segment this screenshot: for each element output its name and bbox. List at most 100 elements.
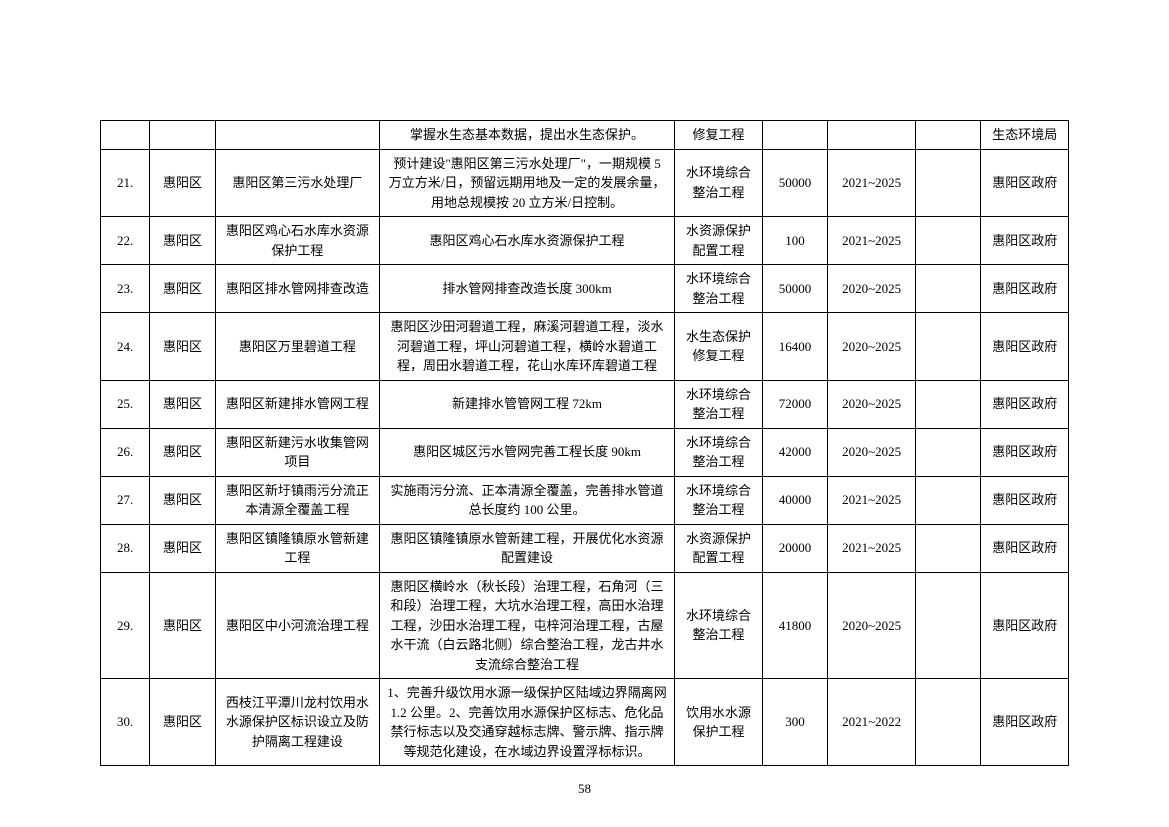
project-cell: 西枝江平潭川龙村饮用水水源保护区标识设立及防护隔离工程建设 bbox=[215, 679, 379, 766]
period-cell: 2020~2025 bbox=[828, 428, 916, 476]
desc-cell: 掌握水生态基本数据，提出水生态保护。 bbox=[379, 121, 674, 150]
desc-cell: 排水管网排查改造长度 300km bbox=[379, 265, 674, 313]
blank-cell bbox=[915, 428, 981, 476]
table-row: 25.惠阳区惠阳区新建排水管网工程新建排水管管网工程 72km水环境综合整治工程… bbox=[101, 380, 1069, 428]
region-cell: 惠阳区 bbox=[150, 313, 216, 381]
period-cell: 2021~2025 bbox=[828, 217, 916, 265]
region-cell: 惠阳区 bbox=[150, 476, 216, 524]
invest-cell: 50000 bbox=[762, 265, 828, 313]
period-cell: 2021~2022 bbox=[828, 679, 916, 766]
type-cell: 水环境综合整治工程 bbox=[675, 476, 763, 524]
owner-cell: 惠阳区政府 bbox=[981, 380, 1069, 428]
type-cell: 水环境综合整治工程 bbox=[675, 149, 763, 217]
blank-cell bbox=[915, 679, 981, 766]
desc-cell: 实施雨污分流、正本清源全覆盖，完善排水管道总长度约 100 公里。 bbox=[379, 476, 674, 524]
region-cell: 惠阳区 bbox=[150, 524, 216, 572]
region-cell: 惠阳区 bbox=[150, 428, 216, 476]
region-cell: 惠阳区 bbox=[150, 265, 216, 313]
row-number bbox=[101, 121, 150, 150]
document-page: 掌握水生态基本数据，提出水生态保护。修复工程生态环境局21.惠阳区惠阳区第三污水… bbox=[0, 0, 1169, 827]
region-cell: 惠阳区 bbox=[150, 217, 216, 265]
blank-cell bbox=[915, 121, 981, 150]
owner-cell: 惠阳区政府 bbox=[981, 476, 1069, 524]
project-table: 掌握水生态基本数据，提出水生态保护。修复工程生态环境局21.惠阳区惠阳区第三污水… bbox=[100, 120, 1069, 766]
row-number: 23. bbox=[101, 265, 150, 313]
owner-cell: 惠阳区政府 bbox=[981, 149, 1069, 217]
type-cell: 水生态保护修复工程 bbox=[675, 313, 763, 381]
invest-cell: 20000 bbox=[762, 524, 828, 572]
type-cell: 水环境综合整治工程 bbox=[675, 265, 763, 313]
type-cell: 水环境综合整治工程 bbox=[675, 572, 763, 679]
table-row: 21.惠阳区惠阳区第三污水处理厂预计建设"惠阳区第三污水处理厂"，一期规模 5 … bbox=[101, 149, 1069, 217]
table-row: 22.惠阳区惠阳区鸡心石水库水资源保护工程惠阳区鸡心石水库水资源保护工程水资源保… bbox=[101, 217, 1069, 265]
row-number: 29. bbox=[101, 572, 150, 679]
table-row: 掌握水生态基本数据，提出水生态保护。修复工程 生态环境局 bbox=[101, 121, 1069, 150]
row-number: 21. bbox=[101, 149, 150, 217]
type-cell: 水环境综合整治工程 bbox=[675, 428, 763, 476]
desc-cell: 新建排水管管网工程 72km bbox=[379, 380, 674, 428]
invest-cell: 72000 bbox=[762, 380, 828, 428]
owner-cell: 惠阳区政府 bbox=[981, 679, 1069, 766]
invest-cell: 300 bbox=[762, 679, 828, 766]
project-cell: 惠阳区第三污水处理厂 bbox=[215, 149, 379, 217]
row-number: 25. bbox=[101, 380, 150, 428]
period-cell: 2020~2025 bbox=[828, 380, 916, 428]
invest-cell: 50000 bbox=[762, 149, 828, 217]
region-cell: 惠阳区 bbox=[150, 380, 216, 428]
blank-cell bbox=[915, 149, 981, 217]
type-cell: 水资源保护配置工程 bbox=[675, 524, 763, 572]
owner-cell: 生态环境局 bbox=[981, 121, 1069, 150]
type-cell: 饮用水水源保护工程 bbox=[675, 679, 763, 766]
region-cell: 惠阳区 bbox=[150, 679, 216, 766]
owner-cell: 惠阳区政府 bbox=[981, 524, 1069, 572]
period-cell: 2020~2025 bbox=[828, 313, 916, 381]
desc-cell: 惠阳区横岭水（秋长段）治理工程，石角河（三和段）治理工程，大坑水治理工程，高田水… bbox=[379, 572, 674, 679]
region-cell: 惠阳区 bbox=[150, 149, 216, 217]
desc-cell: 惠阳区鸡心石水库水资源保护工程 bbox=[379, 217, 674, 265]
owner-cell: 惠阳区政府 bbox=[981, 428, 1069, 476]
row-number: 24. bbox=[101, 313, 150, 381]
desc-cell: 1、完善升级饮用水源一级保护区陆域边界隔离网 1.2 公里。2、完善饮用水源保护… bbox=[379, 679, 674, 766]
period-cell: 2020~2025 bbox=[828, 572, 916, 679]
project-cell: 惠阳区排水管网排查改造 bbox=[215, 265, 379, 313]
type-cell: 水资源保护配置工程 bbox=[675, 217, 763, 265]
invest-cell: 100 bbox=[762, 217, 828, 265]
table-row: 26.惠阳区惠阳区新建污水收集管网项目惠阳区城区污水管网完善工程长度 90km水… bbox=[101, 428, 1069, 476]
project-cell: 惠阳区万里碧道工程 bbox=[215, 313, 379, 381]
type-cell: 水环境综合整治工程 bbox=[675, 380, 763, 428]
table-row: 27.惠阳区惠阳区新圩镇雨污分流正本清源全覆盖工程实施雨污分流、正本清源全覆盖，… bbox=[101, 476, 1069, 524]
blank-cell bbox=[915, 217, 981, 265]
period-cell: 2021~2025 bbox=[828, 476, 916, 524]
project-cell: 惠阳区鸡心石水库水资源保护工程 bbox=[215, 217, 379, 265]
blank-cell bbox=[915, 476, 981, 524]
row-number: 22. bbox=[101, 217, 150, 265]
region-cell bbox=[150, 121, 216, 150]
owner-cell: 惠阳区政府 bbox=[981, 313, 1069, 381]
project-cell bbox=[215, 121, 379, 150]
desc-cell: 惠阳区镇隆镇原水管新建工程，开展优化水资源配置建设 bbox=[379, 524, 674, 572]
period-cell bbox=[828, 121, 916, 150]
table-row: 23.惠阳区惠阳区排水管网排查改造排水管网排查改造长度 300km水环境综合整治… bbox=[101, 265, 1069, 313]
invest-cell bbox=[762, 121, 828, 150]
desc-cell: 预计建设"惠阳区第三污水处理厂"，一期规模 5 万立方米/日，预留远期用地及一定… bbox=[379, 149, 674, 217]
table-row: 28.惠阳区惠阳区镇隆镇原水管新建工程惠阳区镇隆镇原水管新建工程，开展优化水资源… bbox=[101, 524, 1069, 572]
region-cell: 惠阳区 bbox=[150, 572, 216, 679]
desc-cell: 惠阳区沙田河碧道工程，麻溪河碧道工程，淡水河碧道工程，坪山河碧道工程，横岭水碧道… bbox=[379, 313, 674, 381]
project-cell: 惠阳区新建排水管网工程 bbox=[215, 380, 379, 428]
project-cell: 惠阳区中小河流治理工程 bbox=[215, 572, 379, 679]
blank-cell bbox=[915, 265, 981, 313]
owner-cell: 惠阳区政府 bbox=[981, 572, 1069, 679]
period-cell: 2020~2025 bbox=[828, 265, 916, 313]
period-cell: 2021~2025 bbox=[828, 524, 916, 572]
blank-cell bbox=[915, 380, 981, 428]
row-number: 30. bbox=[101, 679, 150, 766]
row-number: 28. bbox=[101, 524, 150, 572]
invest-cell: 42000 bbox=[762, 428, 828, 476]
blank-cell bbox=[915, 572, 981, 679]
period-cell: 2021~2025 bbox=[828, 149, 916, 217]
table-row: 30.惠阳区西枝江平潭川龙村饮用水水源保护区标识设立及防护隔离工程建设1、完善升… bbox=[101, 679, 1069, 766]
project-cell: 惠阳区新圩镇雨污分流正本清源全覆盖工程 bbox=[215, 476, 379, 524]
type-cell: 修复工程 bbox=[675, 121, 763, 150]
table-row: 24.惠阳区惠阳区万里碧道工程惠阳区沙田河碧道工程，麻溪河碧道工程，淡水河碧道工… bbox=[101, 313, 1069, 381]
invest-cell: 16400 bbox=[762, 313, 828, 381]
